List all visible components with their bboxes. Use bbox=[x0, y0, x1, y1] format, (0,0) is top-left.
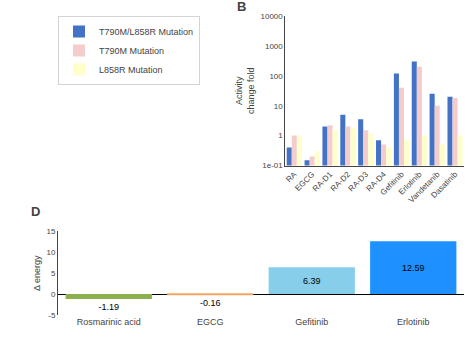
svg-text:10: 10 bbox=[46, 248, 55, 257]
svg-text:5: 5 bbox=[51, 269, 56, 278]
svg-text:B: B bbox=[237, 0, 246, 14]
svg-text:-1.19: -1.19 bbox=[98, 302, 119, 312]
svg-text:1000: 1000 bbox=[265, 42, 283, 51]
svg-text:Erlotinib: Erlotinib bbox=[397, 317, 430, 327]
svg-text:D: D bbox=[31, 204, 40, 219]
svg-text:-5: -5 bbox=[48, 311, 56, 320]
svg-text:1: 1 bbox=[278, 131, 283, 140]
svg-text:RA-D2: RA-D2 bbox=[329, 170, 353, 194]
svg-text:Gefitinib: Gefitinib bbox=[295, 317, 328, 327]
svg-text:Erlotinib: Erlotinib bbox=[397, 170, 424, 197]
svg-text:EGCG: EGCG bbox=[293, 170, 316, 193]
svg-text:-0.16: -0.16 bbox=[200, 298, 221, 308]
svg-text:12.59: 12.59 bbox=[402, 263, 425, 273]
svg-text:RA-D3: RA-D3 bbox=[347, 170, 371, 194]
svg-text:Gefitinib: Gefitinib bbox=[379, 170, 407, 198]
svg-text:T790M/L858R Mutation: T790M/L858R Mutation bbox=[99, 27, 193, 37]
svg-text:Δ energy: Δ energy bbox=[32, 255, 42, 291]
svg-text:EGCG: EGCG bbox=[197, 317, 224, 327]
svg-text:RA-D1: RA-D1 bbox=[311, 170, 335, 194]
svg-text:Activitychange fold: Activitychange fold bbox=[234, 67, 256, 114]
svg-text:Dasatinib: Dasatinib bbox=[429, 170, 459, 200]
svg-text:10: 10 bbox=[274, 102, 283, 111]
svg-text:RA-D4: RA-D4 bbox=[365, 170, 389, 194]
svg-text:1e-01: 1e-01 bbox=[262, 161, 283, 170]
svg-text:10000: 10000 bbox=[261, 12, 284, 21]
svg-text:RA: RA bbox=[284, 170, 299, 185]
svg-text:L858R Mutation: L858R Mutation bbox=[99, 65, 163, 75]
svg-text:0: 0 bbox=[51, 290, 56, 299]
svg-text:T790M Mutation: T790M Mutation bbox=[99, 46, 164, 56]
svg-text:Rosmarinic acid: Rosmarinic acid bbox=[77, 317, 141, 327]
svg-text:15: 15 bbox=[46, 227, 55, 236]
svg-text:Vandetanib: Vandetanib bbox=[407, 170, 442, 205]
svg-text:6.39: 6.39 bbox=[303, 276, 321, 286]
svg-text:100: 100 bbox=[269, 72, 283, 81]
